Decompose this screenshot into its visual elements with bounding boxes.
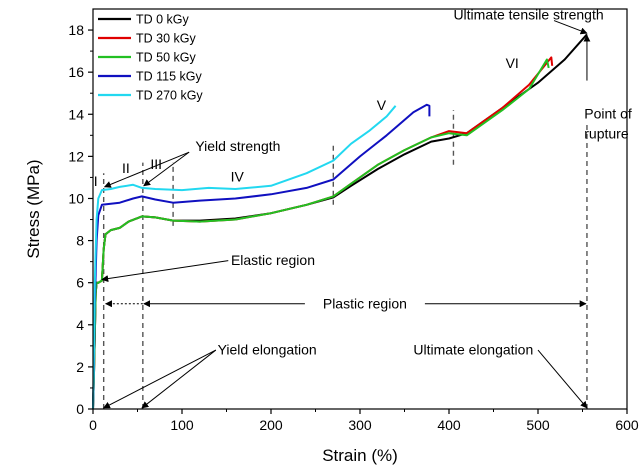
region-label: VI bbox=[506, 55, 519, 71]
annotation-arrow bbox=[103, 151, 190, 188]
y-tick-label: 0 bbox=[76, 401, 84, 417]
region-label: III bbox=[150, 156, 162, 172]
y-tick-label: 2 bbox=[76, 359, 84, 375]
legend-label: TD 30 kGy bbox=[136, 32, 196, 46]
legend-label: TD 115 kGy bbox=[136, 70, 203, 84]
x-tick-label: 300 bbox=[348, 417, 372, 433]
x-axis-title: Strain (%) bbox=[322, 446, 398, 465]
x-tick-label: 100 bbox=[170, 417, 194, 433]
y-tick-label: 10 bbox=[68, 190, 84, 206]
annotation-label: Elastic region bbox=[231, 252, 315, 268]
annotation-label: Ultimate tensile strength bbox=[453, 7, 603, 23]
x-tick-label: 200 bbox=[259, 417, 283, 433]
annotation-label: rupture bbox=[584, 125, 629, 141]
annotation-label: Ultimate elongation bbox=[413, 341, 533, 357]
annotation-label: Yield strength bbox=[195, 138, 280, 154]
legend: TD 0 kGy TD 30 kGy TD 50 kGy TD 115 kGy TD 2… bbox=[98, 13, 203, 103]
region-label: II bbox=[122, 160, 130, 176]
data-series bbox=[92, 33, 588, 410]
annotation-label: Yield elongation bbox=[218, 341, 317, 357]
region-label: IV bbox=[231, 169, 245, 185]
annotation-arrow bbox=[141, 349, 217, 409]
axis-ticks: 0 100 200 300 400 500 600 0 2 4 6 8 10 12 14 16 18 bbox=[68, 22, 638, 433]
plastic-region-label: Plastic region bbox=[323, 296, 407, 312]
x-tick-label: 500 bbox=[526, 417, 550, 433]
annotation-arrow bbox=[143, 151, 190, 187]
series-line-2 bbox=[92, 58, 550, 410]
y-tick-label: 8 bbox=[76, 233, 84, 249]
legend-label: TD 270 kGy bbox=[136, 89, 203, 103]
annotation-label: Point of bbox=[584, 105, 632, 121]
region-divider-lines bbox=[102, 110, 588, 409]
x-tick-label: 0 bbox=[89, 417, 97, 433]
y-tick-label: 16 bbox=[68, 64, 84, 80]
region-label: I bbox=[94, 173, 98, 189]
y-tick-label: 14 bbox=[68, 106, 84, 122]
region-label: V bbox=[377, 97, 387, 113]
annotation-arrow bbox=[103, 349, 217, 409]
annotation-arrow bbox=[553, 20, 588, 35]
series-line-3 bbox=[92, 103, 431, 410]
y-tick-label: 12 bbox=[68, 148, 84, 164]
x-tick-label: 600 bbox=[615, 417, 639, 433]
y-tick-label: 18 bbox=[68, 22, 84, 38]
legend-label: TD 50 kGy bbox=[136, 51, 196, 65]
annotation-arrow bbox=[101, 260, 229, 283]
legend-label: TD 0 kGy bbox=[136, 13, 190, 27]
y-tick-label: 6 bbox=[76, 275, 84, 291]
annotation-arrow bbox=[537, 349, 588, 409]
y-axis-title: Stress (MPa) bbox=[24, 159, 43, 258]
x-tick-label: 400 bbox=[437, 417, 461, 433]
y-tick-label: 4 bbox=[76, 317, 84, 333]
series-line-4 bbox=[92, 105, 397, 410]
